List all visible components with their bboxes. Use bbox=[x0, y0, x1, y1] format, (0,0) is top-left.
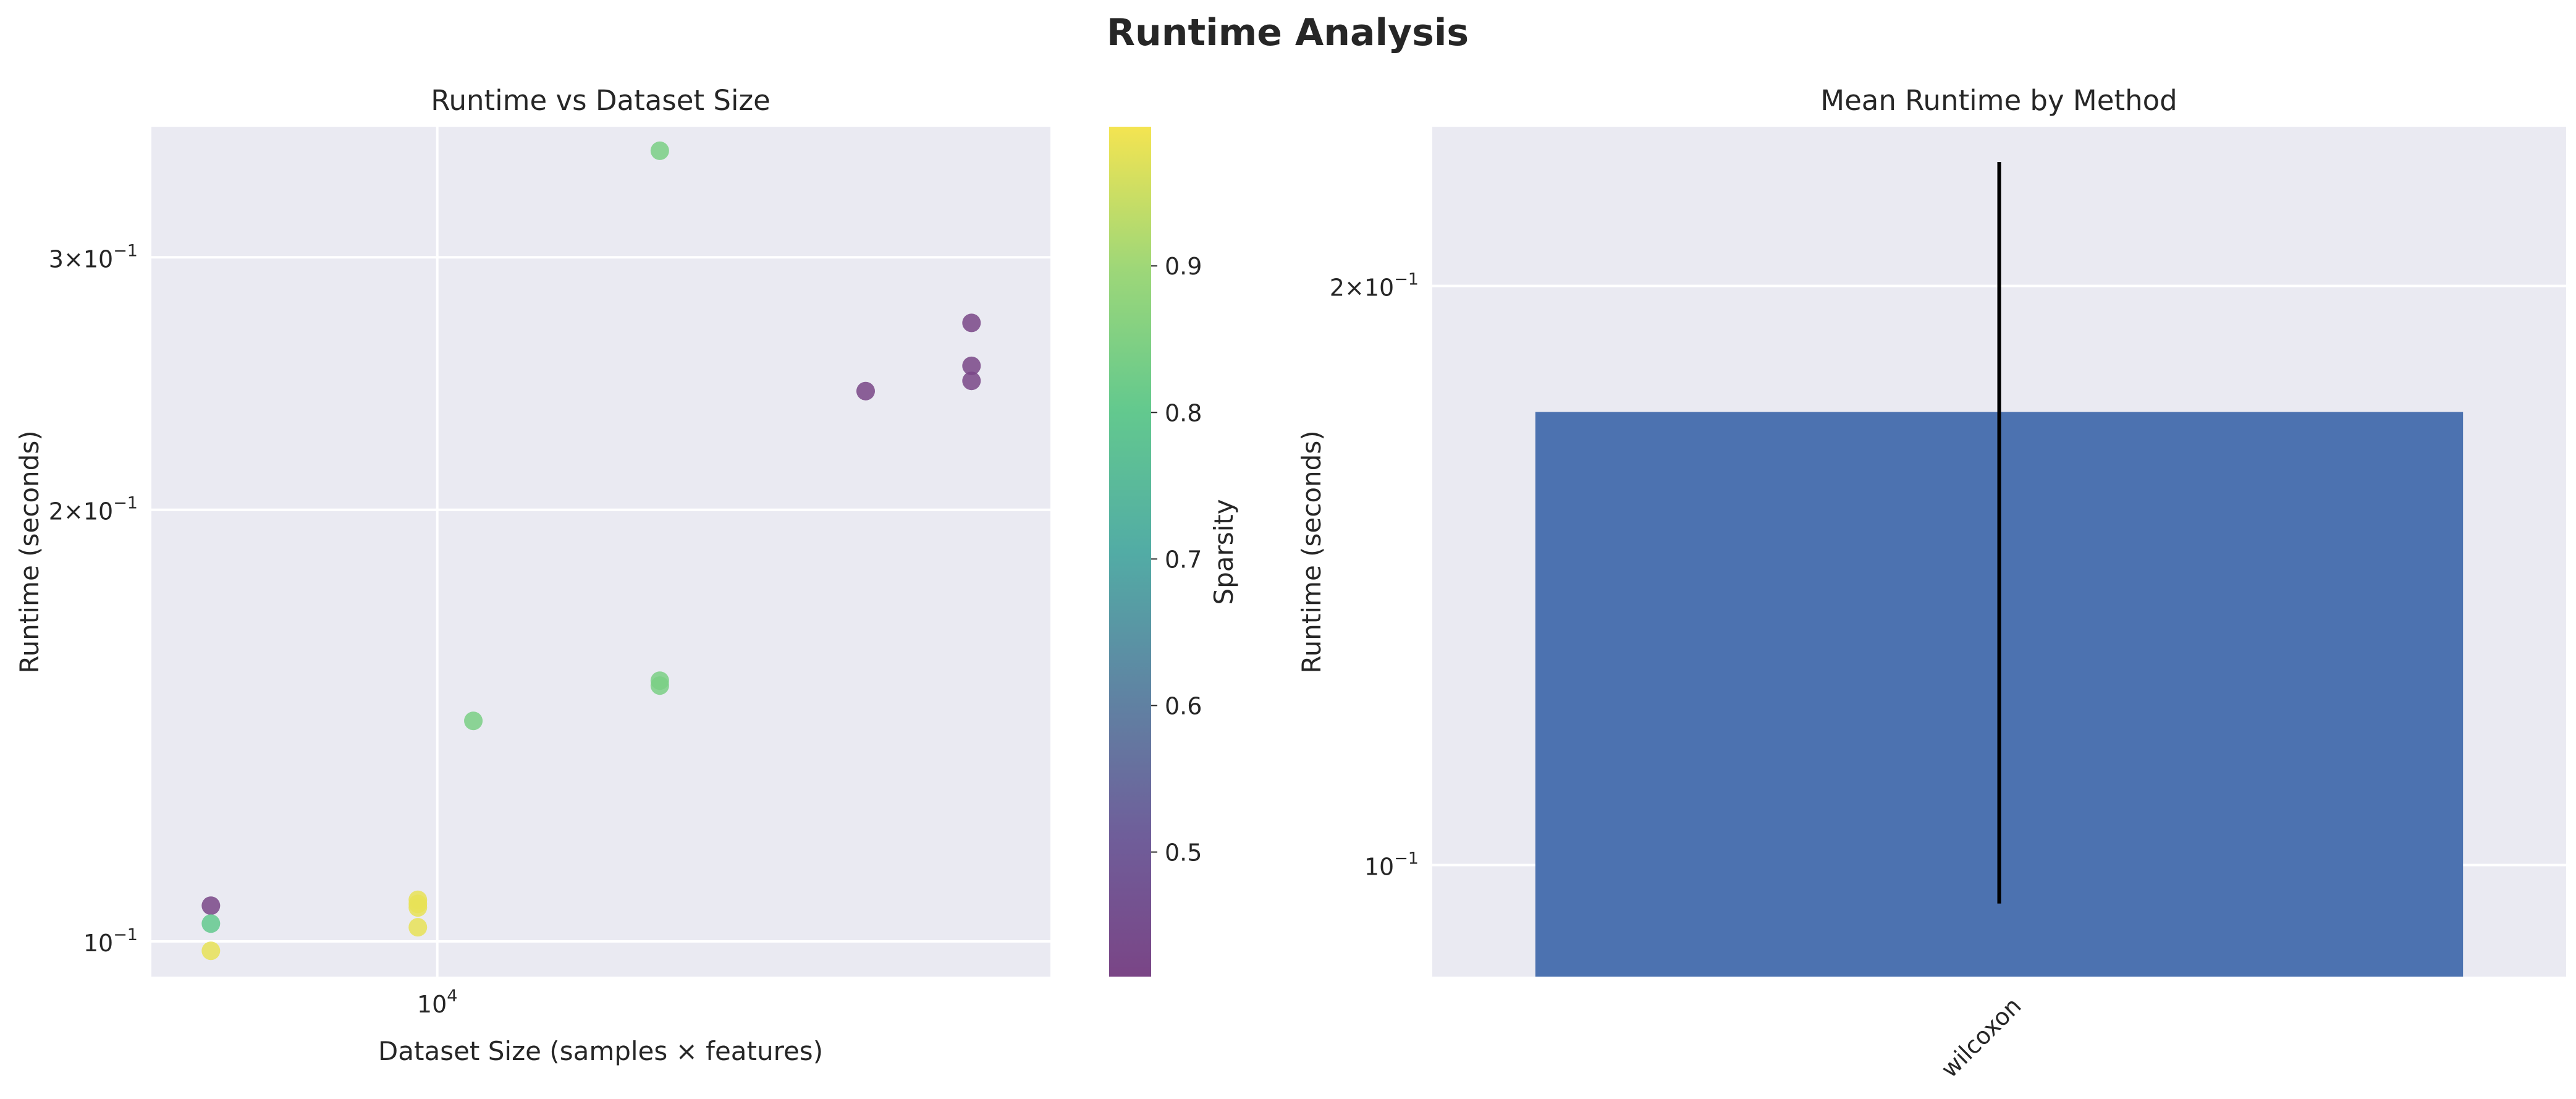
scatter-x-tick-label: 104 bbox=[417, 987, 458, 1018]
colorbar-ticks: 0.5 0.6 0.7 0.8 0.9 bbox=[1151, 253, 1202, 866]
scatter-point bbox=[962, 356, 981, 375]
scatter-point bbox=[962, 371, 981, 391]
colorbar-tick-label: 0.8 bbox=[1165, 399, 1202, 426]
colorbar-tick-label: 0.5 bbox=[1165, 839, 1202, 866]
colorbar-tick-label: 0.9 bbox=[1165, 253, 1202, 280]
bar-y-axis-label: Runtime (seconds) bbox=[1296, 430, 1327, 673]
scatter-point bbox=[201, 896, 221, 915]
scatter-plot-area bbox=[151, 127, 1050, 977]
scatter-point bbox=[856, 381, 875, 401]
colorbar-label: Sparsity bbox=[1209, 499, 1239, 605]
colorbar-gradient bbox=[1109, 127, 1151, 977]
scatter-x-ticks: 104 bbox=[417, 987, 458, 1018]
scatter-point bbox=[650, 141, 669, 160]
scatter-y-ticks: 10−1 2×10−1 3×10−1 bbox=[49, 241, 138, 957]
bar-y-tick-label: 10−1 bbox=[1364, 849, 1419, 881]
scatter-points bbox=[201, 141, 981, 961]
scatter-y-tick-label: 3×10−1 bbox=[49, 241, 138, 273]
bar-marks bbox=[1535, 162, 2464, 977]
bar-x-ticks: wilcoxon bbox=[1936, 992, 2027, 1083]
scatter-point bbox=[962, 313, 981, 333]
scatter-point bbox=[650, 676, 669, 695]
colorbar: 0.5 0.6 0.7 0.8 0.9 Sparsity bbox=[1109, 127, 1239, 977]
scatter-point bbox=[201, 914, 221, 933]
colorbar-tick-label: 0.6 bbox=[1165, 692, 1202, 719]
scatter-panel: 10−1 2×10−1 3×10−1 104 Runtime vs Dataset … bbox=[14, 84, 1050, 1066]
bar-panel: 10−1 2×10−1 wilcoxon Mean Runtime by Meth… bbox=[1296, 84, 2566, 1083]
scatter-grid bbox=[151, 127, 1050, 977]
scatter-point bbox=[408, 898, 428, 917]
figure-title: Runtime Analysis bbox=[1107, 11, 1469, 54]
bar-y-ticks: 10−1 2×10−1 bbox=[1330, 270, 1419, 881]
bar-x-tick-label: wilcoxon bbox=[1936, 992, 2027, 1083]
scatter-title: Runtime vs Dataset Size bbox=[431, 84, 771, 117]
scatter-point bbox=[201, 941, 221, 961]
scatter-point bbox=[408, 918, 428, 937]
colorbar-tick-label: 0.7 bbox=[1165, 546, 1202, 573]
scatter-y-tick-label: 2×10−1 bbox=[49, 494, 138, 525]
scatter-point bbox=[464, 711, 483, 731]
bar-title: Mean Runtime by Method bbox=[1820, 84, 2177, 117]
scatter-y-axis-label: Runtime (seconds) bbox=[14, 430, 44, 673]
scatter-x-axis-label: Dataset Size (samples × features) bbox=[378, 1036, 823, 1066]
bar-y-tick-label: 2×10−1 bbox=[1330, 270, 1419, 302]
scatter-y-tick-label: 10−1 bbox=[83, 925, 138, 957]
